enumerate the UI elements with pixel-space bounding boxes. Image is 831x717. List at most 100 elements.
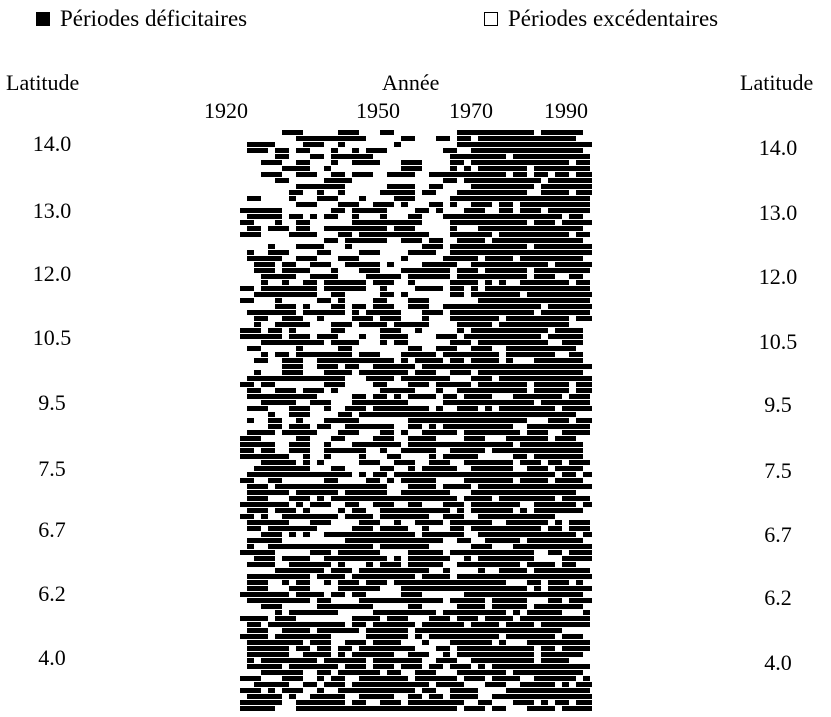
heatmap-cell [310, 172, 317, 177]
heatmap-cell [506, 346, 520, 351]
heatmap-cell [268, 598, 289, 603]
heatmap-cell [303, 526, 317, 531]
heatmap-cell [394, 556, 401, 561]
heatmap-cell [457, 328, 464, 333]
heatmap-cell [499, 412, 513, 417]
heatmap-cell [576, 484, 592, 489]
heatmap-cell [352, 652, 373, 657]
heatmap-cell [296, 418, 303, 423]
heatmap-cell [471, 670, 478, 675]
heatmap-cell [457, 142, 471, 147]
heatmap-cell [324, 478, 338, 483]
heatmap-cell [373, 364, 387, 369]
heatmap-cell [415, 286, 436, 291]
heatmap-cell [464, 430, 485, 435]
heatmap-cell [310, 274, 331, 279]
heatmap-cell [527, 340, 548, 345]
heatmap-cell [548, 424, 555, 429]
heatmap-cell [562, 280, 569, 285]
heatmap-cell [331, 568, 345, 573]
heatmap-cell [562, 442, 583, 447]
heatmap-cell [366, 586, 380, 591]
heatmap-cell [352, 592, 366, 597]
heatmap-cell [394, 460, 415, 465]
heatmap-cell [401, 412, 422, 417]
heatmap-cell [506, 148, 520, 153]
left-axis-title: Latitude [6, 70, 80, 95]
heatmap-cell [296, 442, 310, 447]
heatmap-cell [499, 376, 513, 381]
heatmap-cell [457, 562, 464, 567]
heatmap-cell [471, 688, 478, 693]
heatmap-cell [429, 616, 450, 621]
heatmap-cell [555, 616, 576, 621]
heatmap-cell [338, 346, 345, 351]
heatmap-cell [485, 646, 499, 651]
heatmap-cell [555, 298, 569, 303]
heatmap-cell [401, 202, 408, 207]
heatmap-cell [247, 196, 261, 201]
heatmap-cell [296, 160, 303, 165]
heatmap-cell [275, 622, 282, 627]
heatmap-cell [499, 190, 520, 195]
heatmap-cell [548, 268, 569, 273]
heatmap-cell [478, 622, 499, 627]
heatmap-cell [520, 328, 541, 333]
heatmap-cell [268, 376, 289, 381]
heatmap-cell [352, 208, 373, 213]
heatmap-cell [401, 364, 415, 369]
heatmap-cell [366, 688, 387, 693]
heatmap-cell [338, 412, 352, 417]
heatmap-cell [401, 268, 415, 273]
heatmap-cell [541, 652, 562, 657]
heatmap-cell [366, 274, 387, 279]
heatmap-cell [478, 556, 499, 561]
heatmap-cell [387, 220, 408, 225]
heatmap-cell [555, 376, 576, 381]
heatmap-cell [499, 232, 520, 237]
heatmap-cell [562, 340, 583, 345]
heatmap-cell [352, 358, 373, 363]
heatmap-cell [422, 472, 436, 477]
heatmap-cell [359, 412, 380, 417]
heatmap-cell [268, 694, 282, 699]
heatmap-cell [310, 154, 324, 159]
heatmap-cell [506, 268, 527, 273]
heatmap-cell [338, 580, 359, 585]
heatmap-cell [422, 514, 429, 519]
heatmap-cell [268, 622, 275, 627]
heatmap-cell [569, 526, 590, 531]
heatmap-cell [478, 460, 492, 465]
heatmap-cell [471, 658, 492, 663]
heatmap-cell [408, 538, 422, 543]
heatmap-cell [534, 406, 555, 411]
heatmap-cell [247, 562, 268, 567]
heatmap-cell [436, 634, 457, 639]
heatmap-cell [555, 700, 562, 705]
heatmap-cell [240, 208, 261, 213]
heatmap-cell [548, 604, 562, 609]
heatmap-cell [317, 706, 338, 711]
heatmap-cell [576, 682, 592, 687]
heatmap-cell [401, 448, 422, 453]
heatmap-cell [387, 424, 394, 429]
heatmap-cell [247, 472, 268, 477]
heatmap-cell [268, 478, 282, 483]
heatmap-cell [296, 436, 310, 441]
heatmap-cell [415, 220, 422, 225]
heatmap-cell [282, 580, 289, 585]
heatmap-cell [247, 652, 268, 657]
heatmap-cell [289, 448, 310, 453]
heatmap-cell [534, 154, 541, 159]
heatmap-cell [436, 268, 450, 273]
heatmap-cell [268, 418, 282, 423]
heatmap-cell [401, 232, 422, 237]
heatmap-cell [450, 160, 464, 165]
heatmap-cell [471, 604, 485, 609]
heatmap-cell [240, 448, 254, 453]
heatmap-cell [282, 268, 303, 273]
heatmap-cell [534, 226, 548, 231]
heatmap-cell [471, 184, 492, 189]
heatmap-cell [576, 622, 590, 627]
heatmap-cell [261, 514, 268, 519]
